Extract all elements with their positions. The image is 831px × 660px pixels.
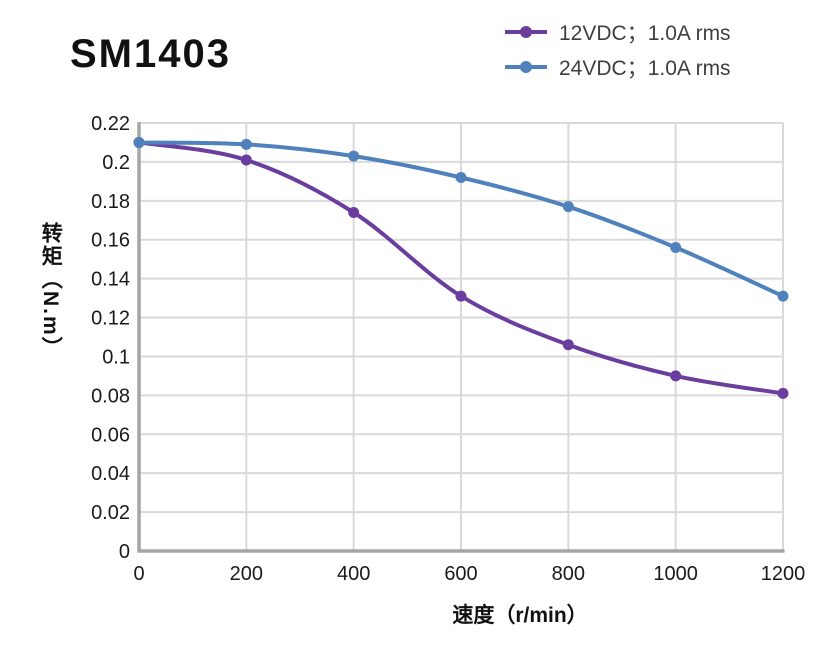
x-tick-label: 0 <box>133 563 144 585</box>
y-tick-label: 0.06 <box>91 424 130 446</box>
x-tick-label: 200 <box>230 563 263 585</box>
data-point <box>133 136 145 148</box>
y-tick-label: 0.14 <box>91 269 130 291</box>
legend-label-24vdc: 24VDC；1.0A rms <box>559 57 731 80</box>
chart-title: SM1403 <box>70 32 231 76</box>
legend-line-marker-icon <box>505 26 547 38</box>
x-tick-label: 600 <box>444 563 477 585</box>
data-point <box>348 206 360 218</box>
legend-label-12vdc: 12VDC；1.0A rms <box>559 22 731 45</box>
x-tick-label: 1200 <box>761 563 806 585</box>
y-tick-label: 0.18 <box>91 191 130 213</box>
axes <box>137 122 785 553</box>
data-point <box>455 290 467 302</box>
y-axis-label: 转矩（N.m） <box>39 222 63 360</box>
legend-line-marker-icon <box>505 61 547 73</box>
gridlines <box>139 122 784 551</box>
series-0 <box>133 136 789 399</box>
tick-labels: 0 0.02 0.04 0.06 0.08 0.1 0.12 0.14 0.16 0.18 0.2 0… <box>91 113 805 585</box>
data-point <box>562 201 574 213</box>
y-tick-label: 0.1 <box>102 346 130 368</box>
data-point <box>348 150 360 162</box>
data-point <box>670 242 682 254</box>
legend-item-12vdc: 12VDC；1.0A rms <box>503 16 731 48</box>
legend-item-24vdc: 24VDC；1.0A rms <box>503 51 731 83</box>
data-point <box>777 290 789 302</box>
legend: 12VDC；1.0A rms 24VDC；1.0A rms <box>503 16 731 83</box>
data-point <box>670 370 682 382</box>
y-tick-label: 0.04 <box>91 463 130 485</box>
y-tick-label: 0.08 <box>91 385 130 407</box>
data-point <box>240 154 252 166</box>
x-tick-label: 400 <box>337 563 370 585</box>
y-tick-label: 0 <box>119 541 130 563</box>
y-tick-label: 0.12 <box>91 308 130 330</box>
x-axis-label: 速度（r/min） <box>452 604 588 627</box>
data-point <box>240 138 252 150</box>
data-point <box>562 339 574 351</box>
y-tick-label: 0.02 <box>91 502 130 524</box>
x-tick-label: 1000 <box>653 563 698 585</box>
x-tick-label: 800 <box>552 563 585 585</box>
data-point <box>777 387 789 399</box>
y-tick-label: 0.16 <box>91 230 130 252</box>
series-1 <box>133 136 789 302</box>
y-tick-label: 0.22 <box>91 113 130 135</box>
data-point <box>455 171 467 183</box>
y-tick-label: 0.2 <box>102 152 130 174</box>
